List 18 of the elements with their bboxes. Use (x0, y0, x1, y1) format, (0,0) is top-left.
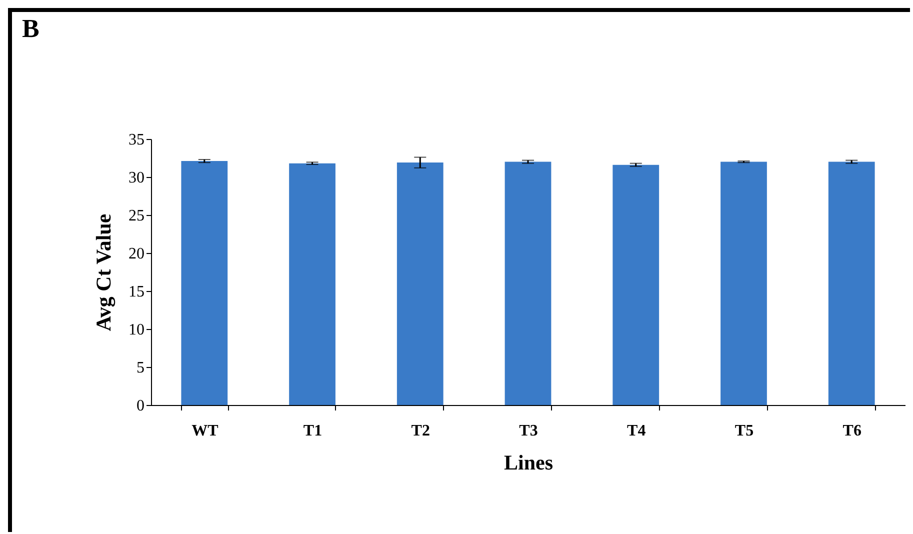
x-tick-label: T6 (842, 422, 862, 440)
y-tick-label: 25 (128, 208, 144, 224)
x-tick-label: WT (192, 422, 219, 440)
x-tick-label: T3 (519, 422, 538, 440)
y-tick-label: 15 (128, 284, 144, 300)
y-tick-label: 30 (128, 170, 144, 186)
x-tick-label: T5 (734, 422, 754, 440)
x-tick-label: T4 (627, 422, 646, 440)
x-axis-title: Lines (504, 450, 554, 474)
text: B (22, 14, 40, 44)
y-axis-title: Avg Ct Value (92, 214, 116, 332)
y-tick-label: 0 (136, 398, 144, 414)
x-tick-label: T2 (411, 422, 430, 440)
y-tick-label: 5 (136, 360, 144, 376)
y-tick-label: 10 (128, 322, 144, 338)
y-tick-label: 35 (128, 132, 144, 148)
y-tick-label: 20 (128, 246, 144, 262)
x-tick-label: T1 (303, 422, 322, 440)
